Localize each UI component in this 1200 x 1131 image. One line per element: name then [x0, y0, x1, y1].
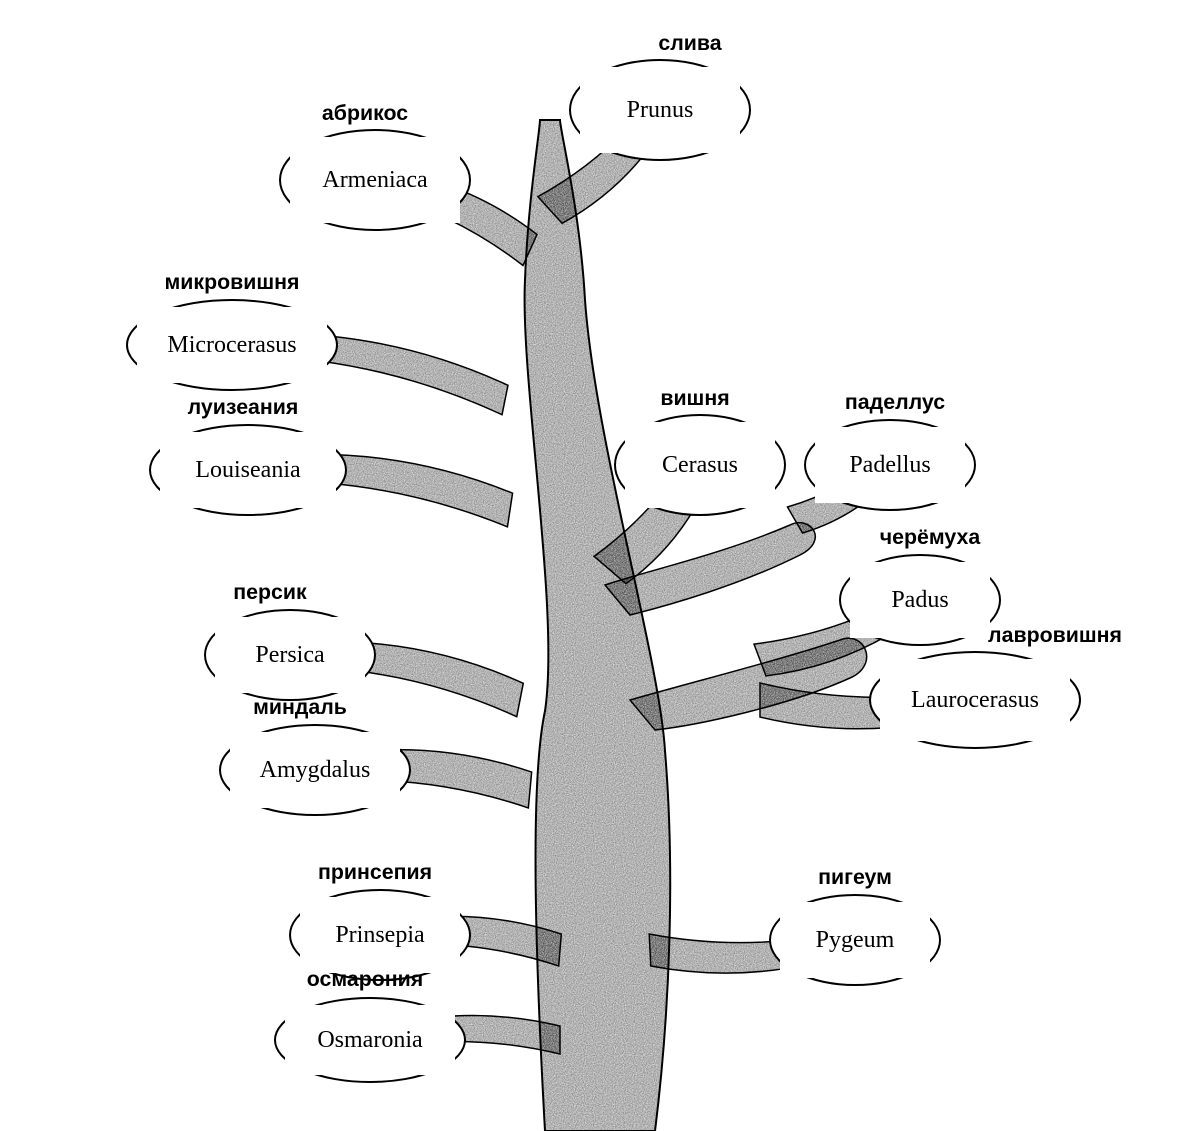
genus-node-prinsepia: Prinsepia [300, 897, 460, 973]
genus-node-armeniaca: Armeniaca [290, 137, 460, 223]
genus-caption-cerasus: вишня [660, 386, 729, 411]
genus-node-padellus: Padellus [815, 427, 965, 503]
genus-node-persica: Persica [215, 617, 365, 693]
genus-caption-padus: черёмуха [880, 525, 980, 550]
genus-caption-louiseania: луизеания [188, 395, 299, 420]
genus-node-microcerasus: Microcerasus [137, 307, 327, 383]
genus-node-osmaronia: Osmaronia [285, 1005, 455, 1075]
genus-latin-label: Laurocerasus [911, 687, 1039, 714]
genus-node-louiseania: Louiseania [160, 432, 336, 508]
genus-node-cerasus: Cerasus [625, 422, 775, 508]
tree-svg [0, 0, 1200, 1131]
genus-caption-armeniaca: абрикос [322, 101, 408, 126]
genus-node-amygdalus: Amygdalus [230, 732, 400, 808]
genus-caption-padellus: паделлус [845, 390, 945, 415]
genus-node-pygeum: Pygeum [780, 902, 930, 978]
genus-latin-label: Padellus [849, 452, 930, 479]
genus-caption-pygeum: пигеум [818, 865, 892, 890]
genus-node-laurocerasus: Laurocerasus [880, 659, 1070, 741]
genus-caption-persica: персик [233, 580, 306, 605]
genus-latin-label: Louiseania [195, 457, 300, 484]
genus-latin-label: Osmaronia [317, 1027, 422, 1054]
genus-caption-prunus: слива [658, 31, 721, 56]
genus-latin-label: Prunus [627, 97, 694, 124]
genus-caption-amygdalus: миндаль [253, 695, 347, 720]
genus-caption-microcerasus: микровишня [165, 270, 300, 295]
genus-latin-label: Persica [255, 642, 324, 669]
phylo-tree-diagram: Prunus слива Armeniaca абрикос Microcerasus м… [0, 0, 1200, 1131]
genus-node-prunus: Prunus [580, 67, 740, 153]
genus-caption-prinsepia: принсепия [318, 860, 432, 885]
genus-latin-label: Pygeum [816, 927, 895, 954]
genus-latin-label: Prinsepia [335, 922, 424, 949]
genus-latin-label: Microcerasus [167, 332, 296, 359]
genus-latin-label: Amygdalus [260, 757, 371, 784]
genus-node-padus: Padus [850, 562, 990, 638]
genus-latin-label: Armeniaca [322, 167, 427, 194]
genus-caption-osmaronia: осмарония [307, 967, 423, 992]
genus-caption-laurocerasus: лавровишня [988, 623, 1122, 648]
genus-latin-label: Padus [891, 587, 948, 614]
genus-latin-label: Cerasus [662, 452, 738, 479]
